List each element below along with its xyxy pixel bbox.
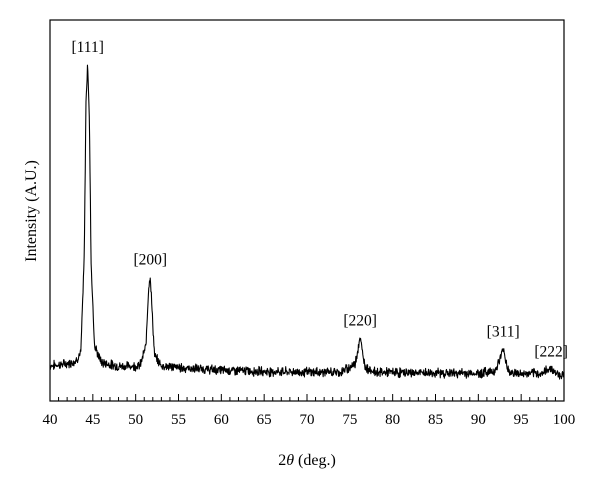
xrd-pattern-line <box>49 64 565 380</box>
peak-label: [311] <box>487 323 520 340</box>
peak-label: [200] <box>133 251 167 268</box>
x-tick-label: 40 <box>43 412 58 428</box>
y-axis-title: Intensity (A.U.) <box>23 160 40 262</box>
peak-label: [222] <box>534 343 568 360</box>
x-tick-label: 55 <box>171 412 186 428</box>
x-axis-title: 2θ (deg.) <box>278 452 336 469</box>
x-tick-label: 65 <box>257 412 272 428</box>
x-tick-label: 75 <box>342 412 357 428</box>
x-tick-label: 50 <box>128 412 143 428</box>
x-tick-label: 70 <box>300 412 315 428</box>
x-axis-title-variable: θ <box>286 452 294 469</box>
peak-labels: [111] [200] [220] [311] [222] <box>71 39 567 361</box>
x-tick-label: 60 <box>214 412 229 428</box>
x-tick-label: 85 <box>428 412 443 428</box>
x-axis-ticks <box>49 394 565 401</box>
x-axis-tick-labels: 40 45 50 55 60 65 70 75 80 85 90 95 100 <box>43 412 576 428</box>
plot-frame <box>49 19 565 402</box>
x-tick-label: 45 <box>85 412 100 428</box>
peak-label: [111] <box>71 39 103 56</box>
x-tick-label: 90 <box>471 412 486 428</box>
x-tick-label: 100 <box>553 412 576 428</box>
x-tick-label: 80 <box>385 412 400 428</box>
x-axis-title-prefix: 2 <box>278 452 286 469</box>
peak-label: [220] <box>343 312 377 329</box>
x-axis-title-suffix: (deg.) <box>294 452 336 469</box>
x-tick-label: 95 <box>514 412 529 428</box>
